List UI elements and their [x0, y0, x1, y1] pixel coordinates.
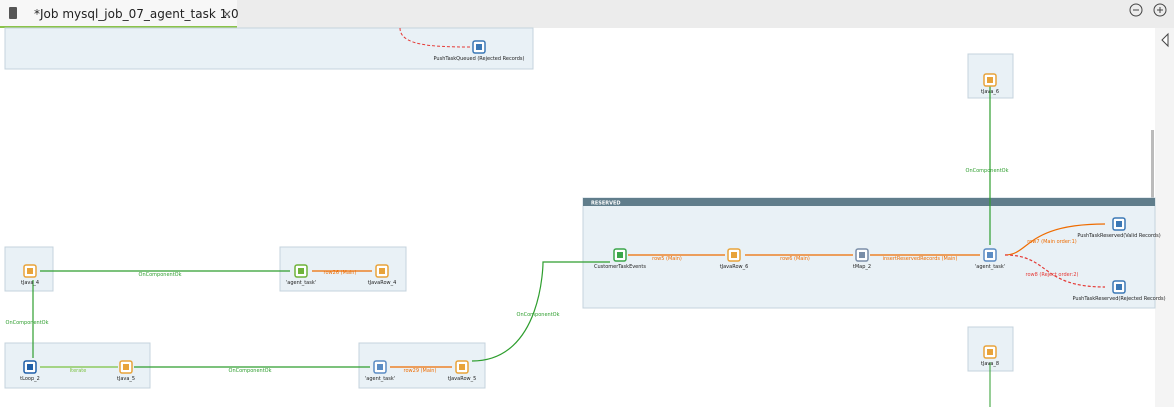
component-glyph	[987, 252, 993, 258]
connection-label: row7 (Main order:1)	[1027, 239, 1076, 245]
component-glyph	[859, 252, 865, 258]
component-glyph	[123, 364, 129, 370]
component-label: tJavaRow_6	[720, 264, 749, 270]
component-label: PushTaskReserved(Valid Records)	[1077, 233, 1160, 239]
component-label: 'agent_task'	[365, 376, 395, 382]
component-label: PushTaskQueued (Rejected Records)	[434, 56, 525, 62]
component-glyph	[1116, 221, 1122, 227]
component-glyph	[379, 268, 385, 274]
connection-label: OnComponentOk	[6, 320, 49, 326]
component-label: 'agent_task'	[975, 264, 1005, 270]
component-label: tJava_8	[981, 361, 999, 367]
component-label: tJava_5	[117, 376, 135, 382]
component-glyph	[731, 252, 737, 258]
tab-close[interactable]: ×	[222, 7, 232, 21]
tab-title: *Job mysql_job_07_agent_task 1.0	[34, 7, 239, 21]
component-label: PushTaskReserved(Rejected Records)	[1072, 296, 1165, 302]
connection-label: row6 (Main)	[780, 256, 810, 262]
connection-label: OnComponentOk	[517, 312, 560, 318]
connection	[1004, 223, 1106, 256]
connection	[471, 261, 610, 362]
component-glyph	[459, 364, 465, 370]
component-glyph	[27, 364, 33, 370]
connection-label: row8 (Reject order:2)	[1026, 272, 1079, 278]
component-label: CustomerTaskEvents	[594, 264, 646, 270]
component-label: tJavaRow_5	[448, 376, 477, 382]
group-label: RESERVED	[591, 201, 621, 207]
connection-label: row5 (Main)	[652, 256, 682, 262]
connection-label: row29 (Main)	[404, 368, 437, 374]
component-glyph	[298, 268, 304, 274]
component-label: tJavaRow_4	[368, 280, 397, 286]
connection	[1004, 254, 1106, 288]
component-glyph	[27, 268, 33, 274]
reject-link	[399, 27, 471, 48]
connection-label: row26 (Main)	[324, 270, 357, 276]
component-glyph	[987, 77, 993, 83]
component-glyph	[1116, 284, 1122, 290]
job-icon	[9, 7, 17, 19]
minimize-button[interactable]	[1129, 3, 1143, 17]
component-glyph	[617, 252, 623, 258]
component-label: tJava_6	[981, 89, 999, 95]
scroll-arrow[interactable]	[1161, 32, 1169, 48]
connection-label: OnComponentOk	[229, 368, 272, 374]
maximize-button[interactable]	[1153, 3, 1167, 17]
component-glyph	[987, 349, 993, 355]
connection-label: Iterate	[70, 368, 87, 374]
connection-label: insertReservedRecords (Main)	[883, 256, 958, 262]
tab-underline	[0, 26, 237, 28]
scroll-thumb[interactable]	[1151, 130, 1154, 260]
connection-label: OnComponentOk	[139, 272, 182, 278]
component-label: tJava_4	[21, 280, 39, 286]
connection-label: OnComponentOk	[966, 168, 1009, 174]
tab[interactable]	[0, 0, 237, 28]
component-label: tMap_2	[853, 264, 871, 270]
scrollbar[interactable]	[1155, 28, 1174, 407]
maximize-icon	[1157, 7, 1163, 13]
component-glyph	[476, 44, 482, 50]
subjobs	[4, 27, 1156, 389]
component-glyph	[377, 364, 383, 370]
component-label: tLoop_2	[20, 376, 40, 382]
component-label: 'agent_task'	[286, 280, 316, 286]
